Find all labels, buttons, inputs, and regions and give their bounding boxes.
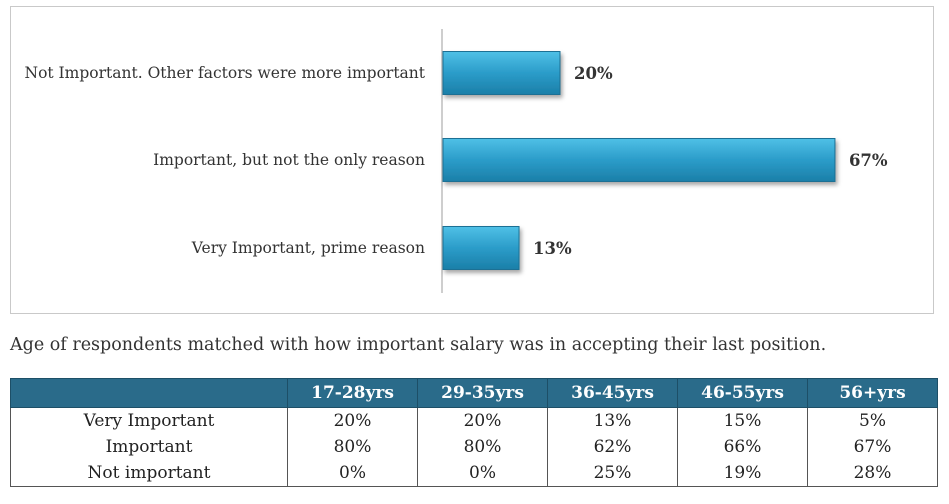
column-header: 36-45yrs: [547, 378, 678, 408]
table-cell: 20%: [287, 407, 418, 434]
table-cell: 13%: [547, 407, 678, 434]
table-cell: 80%: [287, 434, 418, 460]
header-cell-empty: [10, 378, 288, 408]
column-header: 46-55yrs: [677, 378, 808, 408]
bar: [442, 51, 561, 95]
table-cell: 15%: [677, 407, 808, 434]
table-cell: 19%: [677, 460, 808, 487]
table-cell: 62%: [547, 434, 678, 460]
data-label: 20%: [574, 64, 613, 83]
age-salary-table: 17-28yrs 29-35yrs 36-45yrs 46-55yrs 56+yrs V…: [10, 378, 938, 487]
table-caption: Age of respondents matched with how impo…: [10, 335, 827, 355]
row-label: Not important: [10, 460, 288, 487]
row-label: Important: [10, 434, 288, 460]
table-cell: 20%: [417, 407, 548, 434]
bar: [442, 138, 836, 182]
data-label: 13%: [533, 239, 572, 258]
table-cell: 0%: [417, 460, 548, 487]
column-header: 56+yrs: [807, 378, 938, 408]
table-cell: 67%: [807, 434, 938, 460]
category-label: Very Important, prime reason: [191, 239, 425, 257]
table-cell: 25%: [547, 460, 678, 487]
table-cell: 28%: [807, 460, 938, 487]
table-cell: 66%: [677, 434, 808, 460]
category-label: Important, but not the only reason: [153, 151, 425, 169]
table-row: Very Important 20% 20% 13% 15% 5%: [10, 407, 938, 434]
data-label: 67%: [849, 151, 888, 170]
column-header: 29-35yrs: [417, 378, 548, 408]
table-cell: 5%: [807, 407, 938, 434]
table-row: Not important 0% 0% 25% 19% 28%: [10, 460, 938, 487]
table-row: Important 80% 80% 62% 66% 67%: [10, 434, 938, 460]
table-cell: 0%: [287, 460, 418, 487]
table-header-row: 17-28yrs 29-35yrs 36-45yrs 46-55yrs 56+yrs: [10, 378, 938, 408]
bar: [442, 226, 520, 270]
salary-importance-bar-chart: Not Important. Other factors were more i…: [25, 29, 888, 293]
table-cell: 80%: [417, 434, 548, 460]
row-label: Very Important: [10, 407, 288, 434]
category-label: Not Important. Other factors were more i…: [25, 64, 426, 82]
chart-frame: Not Important. Other factors were more i…: [10, 6, 934, 314]
column-header: 17-28yrs: [287, 378, 418, 408]
